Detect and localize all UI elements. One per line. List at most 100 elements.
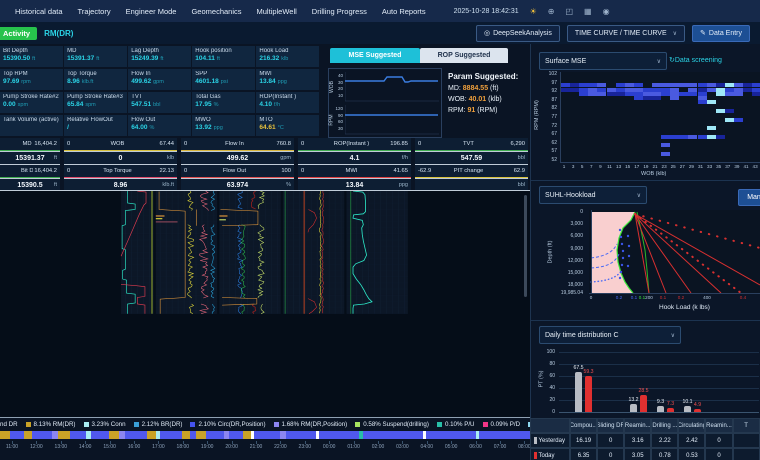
time-label: 14:00 <box>78 444 92 450</box>
table-cell: 3.16 <box>624 433 652 448</box>
tile-unit: spm <box>85 101 96 108</box>
heat-cell <box>697 100 707 105</box>
suhl-xtick: 0 <box>589 295 593 300</box>
heat-cell <box>697 134 707 139</box>
table-cell: 3.05 <box>624 448 652 460</box>
tile-value: 0.00 spm <box>3 100 29 108</box>
heat-cell <box>679 83 689 88</box>
scale-row: 0 Flow Out 100 <box>181 165 294 178</box>
nav-item-trajectory[interactable]: Trajectory <box>77 6 111 16</box>
suhl-ytick: 19,985.04 <box>560 290 583 296</box>
curve-type-dropdown[interactable]: TIME CURVE / TIME CURVE ∨ <box>566 24 686 42</box>
surface-mse-xtick: 41 <box>743 164 749 169</box>
heat-cell <box>670 87 680 92</box>
daily-bar-label: 4.9 <box>693 402 702 409</box>
theme-sun-icon[interactable]: ☀ <box>529 6 537 16</box>
heat-cell <box>652 87 661 92</box>
scale-name: Top Torque <box>103 168 132 174</box>
table-cell: 2.22 <box>651 433 679 448</box>
daily-bar <box>684 405 691 412</box>
timeline-segment <box>125 431 147 439</box>
nav-item-drilling-progress[interactable]: Drilling Progress <box>311 6 367 16</box>
surface-mse-ytick: 102 <box>548 71 557 77</box>
tile-unit: % <box>213 101 219 108</box>
track-scrollbar[interactable] <box>524 195 527 297</box>
activity-timeline-bar[interactable] <box>0 430 530 440</box>
heat-cell <box>715 83 725 88</box>
legend-item-nd-dr: nd DR <box>0 420 18 428</box>
value-number: 547.59 <box>460 154 483 162</box>
suhl-ylabel: Depth (ft) <box>547 240 554 264</box>
scale-row: -62.9 PIT change 62.9 <box>415 165 528 178</box>
tile-label: Lag Depth <box>131 48 159 54</box>
heat-cell <box>697 83 707 88</box>
time-label: 13:00 <box>54 444 68 450</box>
scale-max: 62.9 <box>513 168 525 174</box>
nav-item-engineer-mode[interactable]: Engineer Mode <box>125 6 177 16</box>
nav-item-auto-reports[interactable]: Auto Reports <box>381 6 426 16</box>
curve-tracks-chart <box>0 190 530 418</box>
tile-label: Top RPM <box>3 70 28 77</box>
table-cell: 0 <box>597 448 625 460</box>
data-screening-link[interactable]: ↻Data screening <box>669 57 722 64</box>
suhl-hookload-dropdown[interactable]: SUHL-Hookload ∨ <box>539 186 647 204</box>
tile-label: MTO <box>259 116 273 123</box>
time-tick <box>207 441 209 444</box>
data-entry-button[interactable]: ✎ Data Entry <box>692 24 750 42</box>
surface-mse-xtick: 43 <box>752 164 758 169</box>
heat-cell <box>688 83 698 88</box>
nav-item-geomechanics[interactable]: Geomechanics <box>191 6 242 16</box>
daily-ytick: 60 <box>549 373 555 379</box>
fullscreen-icon[interactable]: ◰ <box>565 6 574 16</box>
tab-mse-suggested[interactable]: MSE Suggested <box>330 48 420 63</box>
grid-icon[interactable]: ▦ <box>584 6 592 16</box>
suhl-chart-svg <box>589 210 760 294</box>
time-label: 11:00 <box>5 444 19 450</box>
daily-distribution-dropdown[interactable]: Daily time distribution C ∨ <box>539 326 681 344</box>
surface-mse-xtick: 31 <box>697 164 704 169</box>
tab-rop-suggested[interactable]: ROP Suggested <box>420 48 508 63</box>
scale-max: 41.65 <box>393 168 408 174</box>
scale-row: Bit Depth16,404.2 <box>0 165 60 178</box>
mse-mini-charts: WOB 40 30 20 10 RPM 120 90 60 30 <box>328 68 442 138</box>
heat-cell <box>642 96 652 100</box>
time-label: 07:00 <box>493 444 507 450</box>
nav-item-multiplewell[interactable]: MultipleWell <box>256 6 297 16</box>
daily-bar <box>694 409 701 412</box>
scale-max: 6,290 <box>510 141 525 147</box>
time-tick <box>353 441 355 444</box>
surface-mse-dropdown[interactable]: Surface MSE ∨ <box>539 52 667 70</box>
scale-name: MWI <box>345 168 358 174</box>
timeline-segment <box>196 431 206 439</box>
surface-mse-xtick: 3 <box>571 164 575 169</box>
tile-unit: ft <box>96 56 100 62</box>
param-suggested-block: Param Suggested: MD: 8884.55 (ft) WOB: 40… <box>448 72 528 114</box>
mode-label: RM(DR) <box>44 28 74 38</box>
daily-bar <box>657 406 664 412</box>
settings-icon[interactable]: ⊕ <box>547 6 555 16</box>
suhl-ytick: 6,000 <box>570 233 583 240</box>
timeline-segment <box>426 431 476 439</box>
daily-gridline <box>559 364 759 365</box>
table-cell: 0 <box>705 448 733 460</box>
daily-ytick: 20 <box>549 397 555 403</box>
scale-min: 0 <box>301 141 305 147</box>
heat-cell <box>715 87 725 92</box>
daily-bar <box>585 376 592 412</box>
scale-name: WOB <box>110 141 125 147</box>
chevron-down-icon: ∨ <box>672 30 678 37</box>
badge-icon[interactable]: ◉ <box>602 6 610 16</box>
chevron-down-icon: ∨ <box>670 332 675 339</box>
nav-item-historical-data[interactable]: Historical data <box>15 6 63 16</box>
surface-mse-ytick: 57 <box>551 148 557 155</box>
heat-cell <box>697 91 707 96</box>
suhl-manual-button[interactable]: Man <box>738 189 760 206</box>
tile-unit: f/h <box>274 101 281 108</box>
suhl-ytick: 0 <box>580 209 583 215</box>
scale-max: 100 <box>281 168 291 174</box>
deepseek-analysis-button[interactable]: ◎ DeepSeekAnalysis <box>475 24 560 42</box>
tile-label: Hook position <box>195 48 232 54</box>
value-number: 13.84 <box>345 181 364 189</box>
heat-cell <box>624 87 634 92</box>
surface-mse-xtick: 5 <box>580 164 584 169</box>
